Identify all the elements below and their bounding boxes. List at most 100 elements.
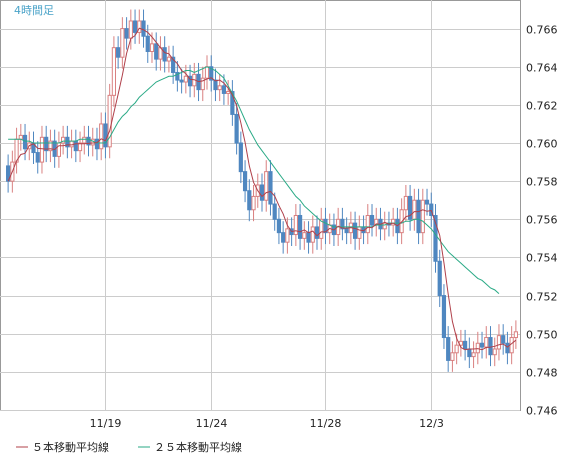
- candle-body: [293, 214, 298, 236]
- candle-body: [467, 348, 472, 358]
- y-tick-label: 0.758: [526, 176, 558, 189]
- candle-body: [281, 232, 286, 243]
- candle-body: [217, 85, 222, 91]
- candle-body: [187, 75, 193, 87]
- candle-body: [86, 136, 91, 146]
- x-tick-label: 11/24: [196, 417, 228, 430]
- chart-title: 4時間足: [14, 4, 54, 17]
- candle-body: [22, 134, 28, 150]
- candle-body: [137, 20, 142, 33]
- y-tick-label: 0.748: [526, 367, 558, 380]
- moving-average-lines: [7, 27, 517, 351]
- plot-area: [0, 0, 521, 411]
- candle-body: [424, 199, 430, 205]
- candle-body: [437, 260, 442, 297]
- y-tick-label: 0.764: [526, 62, 558, 75]
- candle-body: [340, 218, 345, 230]
- candle-body: [479, 342, 485, 348]
- x-tick-label: 12/3: [419, 417, 444, 430]
- candle-body: [416, 199, 421, 234]
- candle-body: [492, 348, 497, 356]
- candle-body: [209, 66, 214, 81]
- candle-body: [357, 226, 362, 239]
- candle-body: [276, 218, 282, 234]
- candle-body: [471, 352, 476, 358]
- y-tick-label: 0.754: [526, 252, 558, 265]
- candle-body: [111, 47, 117, 96]
- candle-body: [484, 337, 489, 348]
- y-tick-label: 0.760: [526, 138, 558, 151]
- candle-body: [124, 28, 129, 39]
- candle-body: [242, 171, 248, 192]
- candle-body: [323, 218, 328, 234]
- candle-body: [513, 331, 518, 339]
- candle-body: [39, 136, 45, 163]
- candle-body: [319, 218, 324, 239]
- candle-body: [238, 142, 243, 173]
- candle-body: [302, 232, 307, 239]
- candle-body: [475, 342, 480, 354]
- candle-body: [433, 214, 438, 262]
- candle-body: [166, 56, 172, 62]
- candle-body: [132, 20, 138, 33]
- candle-body: [200, 77, 205, 91]
- candle-body: [264, 171, 269, 201]
- candle-body: [234, 113, 239, 144]
- x-tick-label: 11/19: [90, 417, 122, 430]
- candle-body: [496, 335, 502, 350]
- candle-body: [56, 142, 61, 157]
- candle-body: [6, 165, 11, 182]
- legend: ５本移動平均線 ２５本移動平均線: [16, 440, 242, 454]
- candle-body: [128, 20, 133, 39]
- candle-body: [352, 222, 358, 239]
- candle-body: [226, 91, 231, 94]
- candle-body: [230, 91, 235, 115]
- candle-body: [268, 171, 273, 205]
- candle-body: [391, 218, 396, 226]
- y-tick-label: 0.746: [526, 405, 558, 418]
- candle-body: [454, 344, 459, 354]
- candle-body: [99, 123, 104, 150]
- grid-lines: [0, 0, 520, 411]
- candle-body: [103, 123, 108, 148]
- candle-body: [306, 232, 311, 243]
- y-axis-ticks: 0.746 0.748 0.750 0.752 0.754 0.756 0.758 0.760…: [526, 24, 558, 418]
- candle-body: [441, 295, 447, 339]
- candle-body: [183, 75, 188, 83]
- candle-body: [314, 226, 320, 239]
- candle-body: [450, 352, 455, 361]
- candle-body: [310, 226, 315, 243]
- candle-body: [35, 152, 40, 163]
- candle-body: [403, 195, 408, 211]
- candle-body: [82, 136, 87, 144]
- x-axis-ticks: 11/19 11/24 11/28 12/3: [90, 417, 444, 430]
- candle-body: [429, 203, 434, 216]
- candle-body: [501, 335, 506, 344]
- candle-body: [171, 56, 176, 73]
- candle-body: [120, 28, 125, 58]
- candle-body: [107, 94, 112, 148]
- candle-body: [272, 203, 277, 220]
- candle-body: [365, 214, 370, 234]
- candle-body: [247, 190, 252, 211]
- candle-body: [141, 20, 146, 37]
- candle-body: [446, 337, 451, 361]
- candle-body: [44, 136, 49, 152]
- candle-body: [382, 222, 387, 230]
- candle-body: [369, 214, 375, 226]
- candle-body: [297, 214, 303, 239]
- y-tick-label: 0.766: [526, 24, 558, 37]
- candle-body: [505, 342, 510, 354]
- y-tick-label: 0.762: [526, 100, 558, 113]
- candle-body: [175, 71, 180, 81]
- candle-body: [213, 79, 218, 91]
- y-tick-label: 0.752: [526, 291, 558, 304]
- candle-body: [61, 136, 66, 144]
- candle-body: [116, 47, 121, 58]
- candle-body: [154, 43, 159, 60]
- candle-body: [69, 140, 74, 148]
- y-tick-label: 0.750: [526, 329, 558, 342]
- candle-body: [18, 134, 23, 140]
- candle-body: [162, 47, 167, 62]
